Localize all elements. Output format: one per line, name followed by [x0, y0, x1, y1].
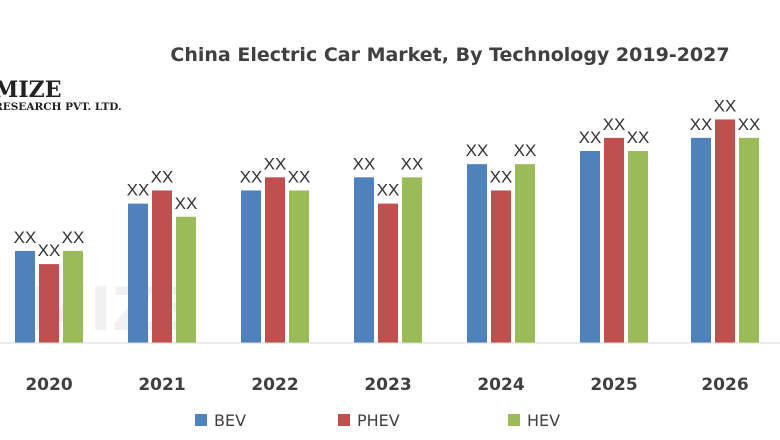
chart-title: China Electric Car Market, By Technology… [170, 44, 729, 66]
logo-sub-text: RESEARCH PVT. LTD. [0, 101, 122, 113]
data-label-phev-2020: XX [38, 241, 61, 260]
bar-bev-2021 [128, 203, 148, 343]
bar-bev-2022 [241, 190, 261, 343]
data-label-phev-2025: XX [603, 115, 626, 134]
data-label-phev-2023: XX [377, 181, 400, 200]
bar-hev-2024 [515, 164, 535, 343]
data-label-bev-2020: XX [14, 228, 37, 247]
data-label-bev-2025: XX [579, 128, 602, 147]
data-label-bev-2026: XX [690, 115, 713, 134]
data-label-bev-2024: XX [466, 141, 489, 160]
bar-bev-2025 [580, 151, 600, 343]
x-tick-2026: 2026 [701, 375, 748, 395]
data-label-phev-2021: XX [151, 167, 174, 186]
bars-group [15, 119, 759, 343]
data-label-phev-2022: XX [264, 154, 287, 173]
legend-label-phev: PHEV [357, 411, 400, 430]
data-label-bev-2022: XX [240, 167, 263, 186]
x-tick-2023: 2023 [364, 375, 411, 395]
data-label-hev-2023: XX [401, 154, 424, 173]
x-tick-2024: 2024 [477, 375, 524, 395]
bar-hev-2023 [402, 177, 422, 343]
bar-phev-2023 [378, 203, 398, 343]
legend-label-bev: BEV [214, 411, 246, 430]
x-tick-2025: 2025 [590, 375, 637, 395]
data-labels-group: XXXXXXXXXXXXXXXXXXXXXXXXXXXXXXXXXXXXXXXX… [14, 96, 761, 260]
data-label-bev-2021: XX [127, 181, 150, 200]
legend-swatch-hev [508, 414, 520, 426]
x-axis-ticks: 2020 2021 2022 2023 2024 2025 2026 [25, 375, 748, 395]
bar-bev-2024 [467, 164, 487, 343]
legend: BEV PHEV HEV [195, 411, 560, 430]
bar-bev-2020 [15, 250, 35, 343]
bar-bev-2023 [354, 177, 374, 343]
logo-main-text: MIZE [0, 77, 61, 103]
x-tick-2022: 2022 [251, 375, 298, 395]
data-label-phev-2026: XX [714, 96, 737, 115]
data-label-phev-2024: XX [490, 167, 513, 186]
data-label-hev-2024: XX [514, 141, 537, 160]
bar-hev-2025 [628, 151, 648, 343]
bar-hev-2020 [63, 250, 83, 343]
bar-bev-2026 [691, 137, 711, 343]
bar-hev-2026 [739, 137, 759, 343]
bar-phev-2022 [265, 177, 285, 343]
bar-phev-2026 [715, 119, 735, 343]
bar-hev-2021 [176, 216, 196, 343]
data-label-hev-2026: XX [738, 115, 761, 134]
data-label-hev-2021: XX [175, 194, 198, 213]
bar-phev-2021 [152, 190, 172, 343]
legend-label-hev: HEV [527, 411, 560, 430]
bar-phev-2025 [604, 137, 624, 343]
bar-phev-2024 [491, 190, 511, 343]
legend-swatch-phev [338, 414, 350, 426]
x-tick-2020: 2020 [25, 375, 72, 395]
bar-phev-2020 [39, 264, 59, 343]
data-label-hev-2022: XX [288, 167, 311, 186]
bar-hev-2022 [289, 190, 309, 343]
data-label-hev-2025: XX [627, 128, 650, 147]
data-label-hev-2020: XX [62, 228, 85, 247]
legend-swatch-bev [195, 414, 207, 426]
x-tick-2021: 2021 [138, 375, 185, 395]
data-label-bev-2023: XX [353, 154, 376, 173]
